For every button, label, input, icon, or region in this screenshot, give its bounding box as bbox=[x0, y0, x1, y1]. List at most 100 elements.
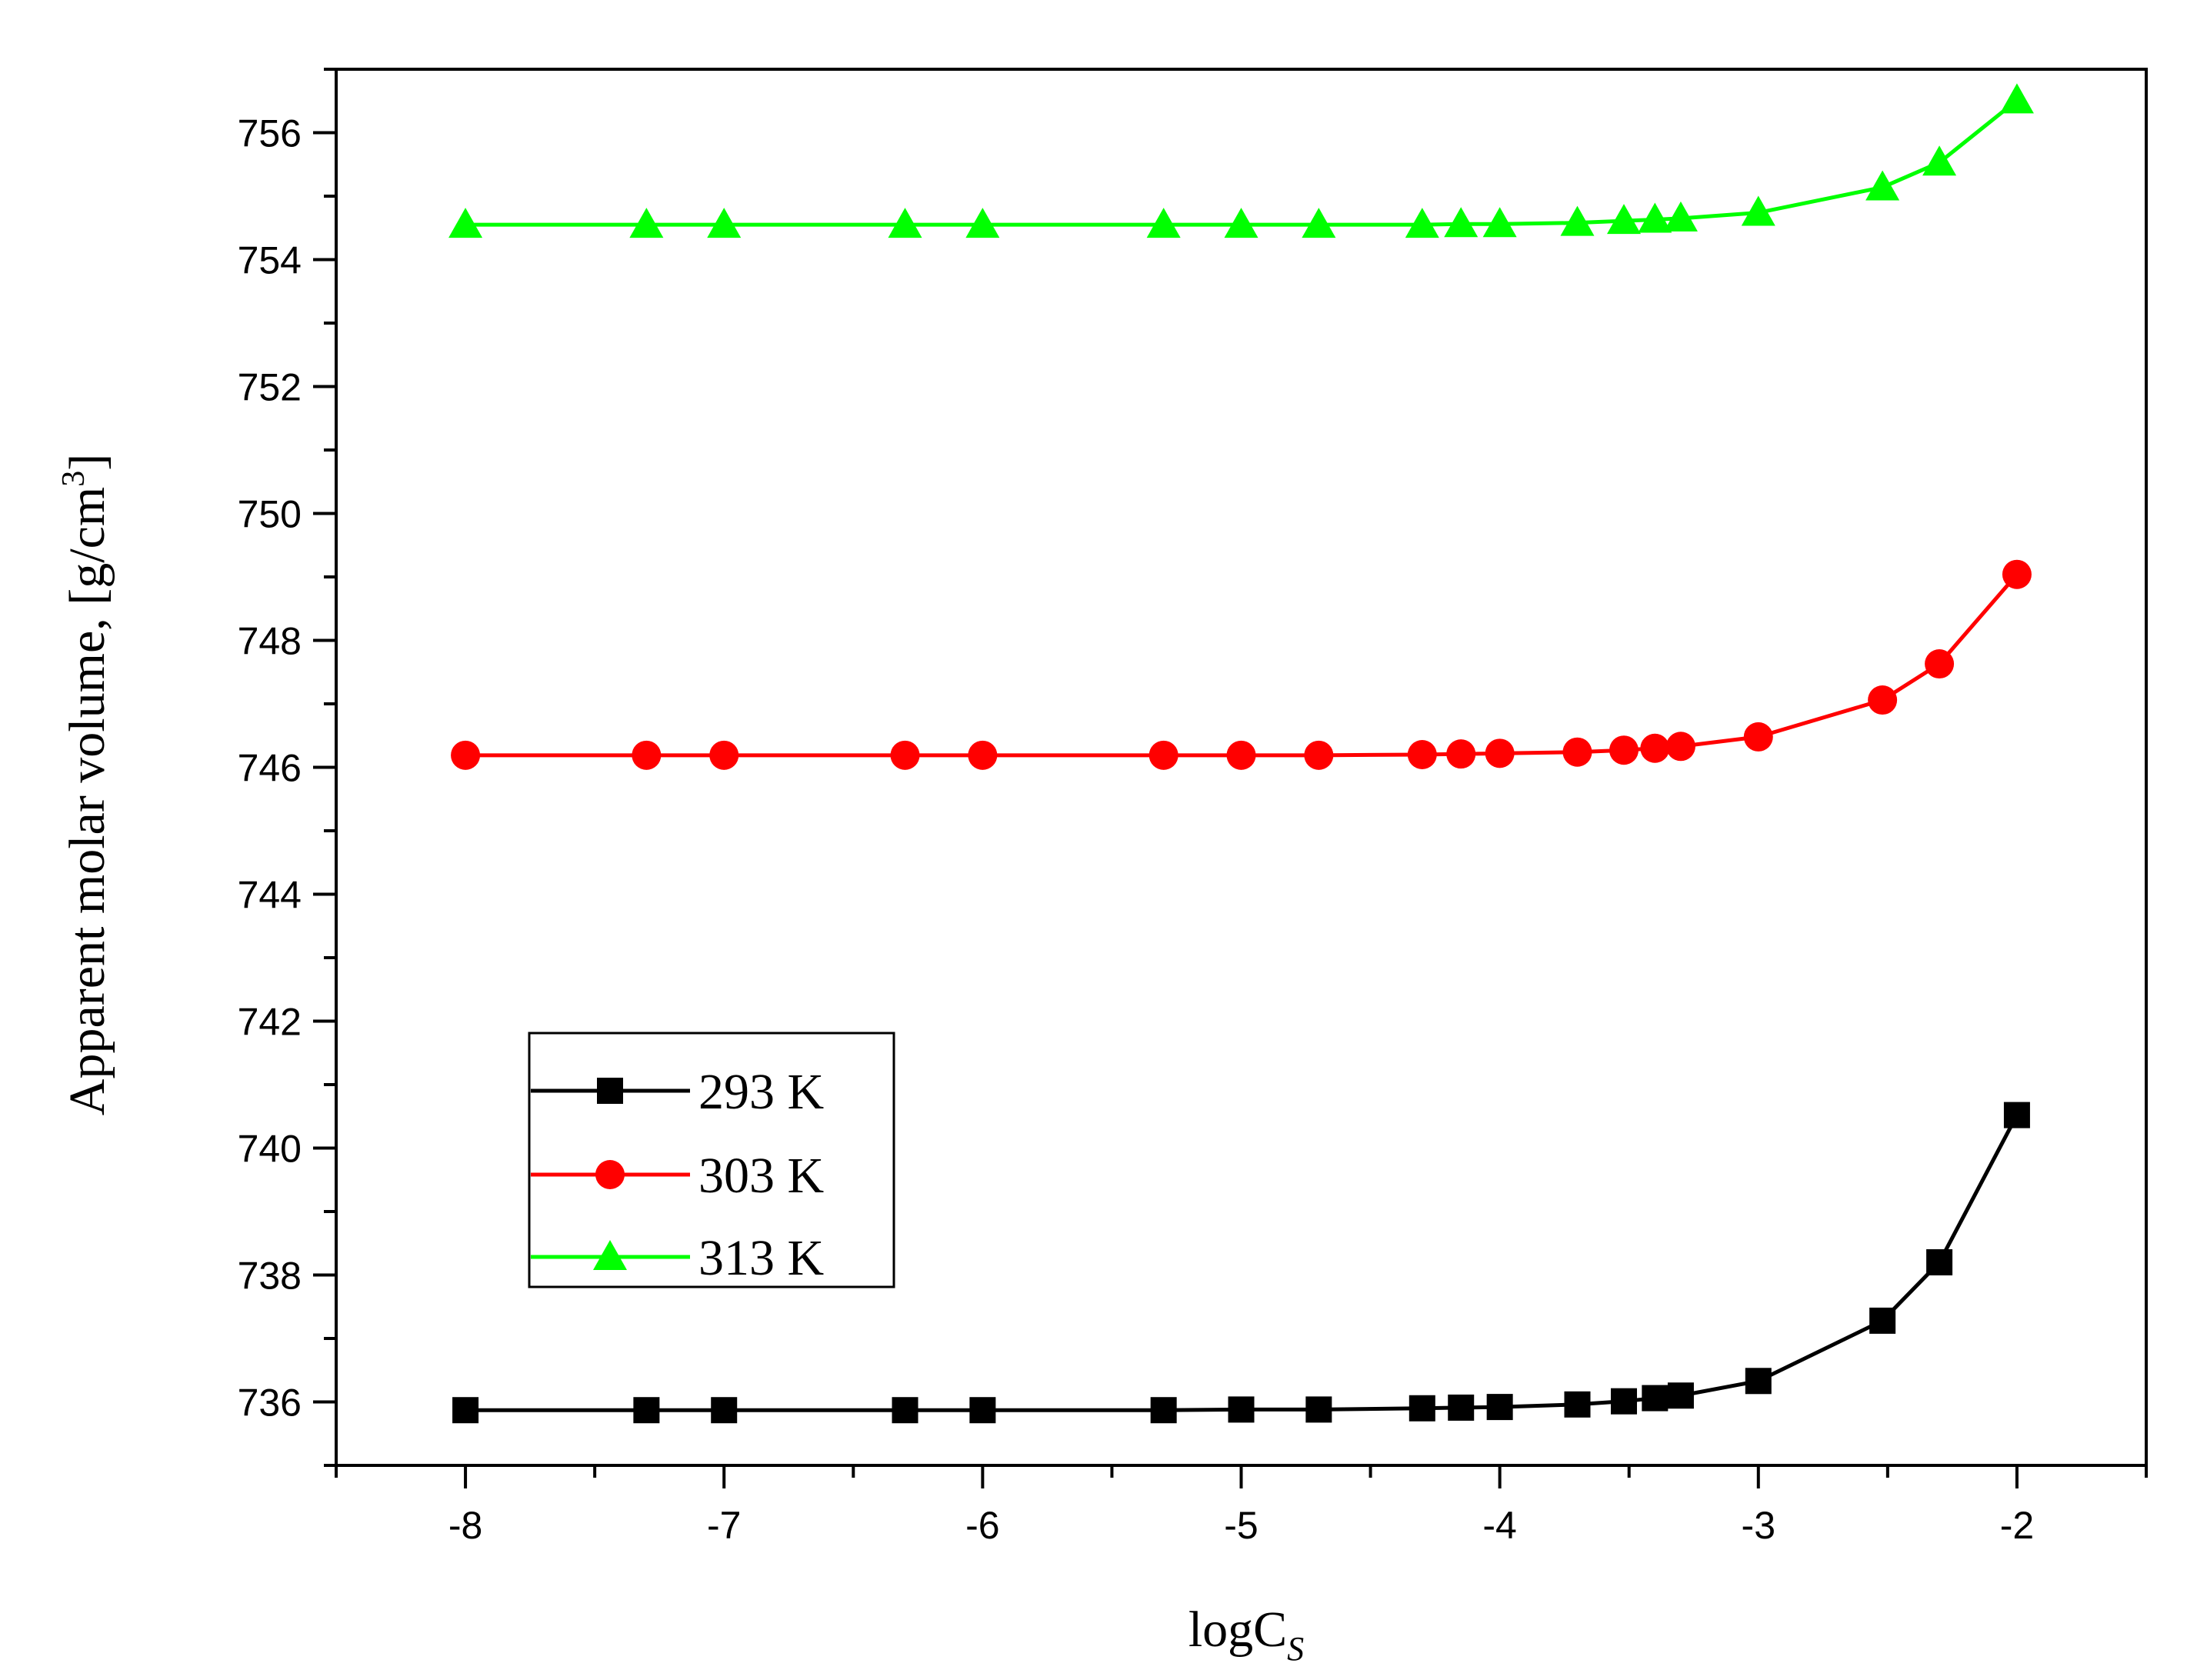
data-point bbox=[1409, 1395, 1435, 1422]
data-point bbox=[888, 208, 922, 238]
data-point bbox=[711, 1397, 738, 1424]
legend-entry: 293 K bbox=[531, 1064, 824, 1120]
data-point bbox=[1448, 1394, 1475, 1421]
y-tick-label: 738 bbox=[238, 1255, 302, 1298]
data-point bbox=[1741, 195, 1775, 226]
data-point bbox=[1610, 1388, 1637, 1415]
y-tick-label: 750 bbox=[238, 493, 302, 536]
tick-marks bbox=[313, 68, 2148, 1488]
data-point bbox=[1482, 207, 1517, 238]
legend-marker bbox=[593, 1240, 627, 1270]
y-tick-label: 756 bbox=[238, 112, 302, 155]
legend-marker bbox=[597, 1078, 623, 1104]
data-point bbox=[1226, 740, 1256, 770]
data-point bbox=[1663, 201, 1698, 232]
data-point bbox=[1446, 739, 1476, 769]
data-point bbox=[1444, 207, 1479, 238]
y-axis-title-end: ] bbox=[59, 454, 115, 471]
data-point bbox=[629, 208, 664, 238]
data-point bbox=[1869, 1307, 1896, 1334]
x-tick-label: -7 bbox=[707, 1504, 741, 1547]
legend-entries: 293 K 303 K 313 K bbox=[531, 1064, 824, 1286]
legend-label: 293 K bbox=[698, 1064, 824, 1120]
data-point bbox=[1999, 83, 2034, 114]
data-point bbox=[707, 208, 742, 238]
data-point bbox=[890, 740, 920, 770]
legend-label: 303 K bbox=[698, 1148, 824, 1204]
x-tick-label: -6 bbox=[965, 1504, 999, 1547]
x-axis-title: logCS bbox=[1189, 1602, 1304, 1668]
y-tick-label: 744 bbox=[238, 874, 302, 917]
y-tick-label: 748 bbox=[238, 620, 302, 663]
data-point bbox=[2003, 1102, 2030, 1128]
data-point bbox=[969, 1397, 996, 1424]
data-point bbox=[1865, 170, 1900, 201]
y-tick-label: 736 bbox=[238, 1382, 302, 1425]
data-point bbox=[892, 1397, 918, 1424]
data-point bbox=[451, 740, 481, 770]
data-point bbox=[1926, 1249, 1953, 1275]
data-point bbox=[632, 740, 662, 770]
data-point bbox=[1305, 1396, 1332, 1423]
data-point bbox=[1642, 1385, 1669, 1412]
series-303-k bbox=[451, 559, 2032, 770]
x-axis-title-sub: S bbox=[1287, 1630, 1304, 1668]
data-point bbox=[1150, 1397, 1177, 1424]
x-tick-label: -4 bbox=[1482, 1504, 1516, 1547]
data-point bbox=[1745, 1368, 1772, 1395]
tick-labels: -8 -7 -6 -5 -4 -3 -2 736 738 740 742 744 746 748 750 75… bbox=[238, 112, 2035, 1548]
series-293-k bbox=[452, 1102, 2030, 1424]
data-point bbox=[1638, 202, 1672, 233]
data-point bbox=[1149, 740, 1179, 770]
data-point bbox=[1667, 1382, 1694, 1409]
data-point bbox=[1564, 1391, 1591, 1418]
legend-box bbox=[528, 1032, 895, 1288]
legend-entry: 313 K bbox=[531, 1230, 824, 1286]
y-axis-title-main: Apparent molar volume, [g/cm bbox=[59, 487, 115, 1115]
y-axis-title-sup: 3 bbox=[56, 471, 92, 487]
legend: 293 K 303 K 313 K bbox=[528, 1032, 895, 1288]
x-tick-label: -2 bbox=[2000, 1504, 2034, 1547]
data-point bbox=[709, 740, 739, 770]
data-point bbox=[2002, 559, 2032, 589]
data-point bbox=[965, 208, 1000, 238]
series-313-k bbox=[448, 83, 2034, 238]
plot-area-frame bbox=[335, 68, 2148, 1467]
data-point bbox=[1606, 204, 1641, 235]
data-point bbox=[448, 208, 483, 238]
data-point bbox=[1407, 740, 1437, 769]
data-point bbox=[1640, 733, 1670, 763]
data-point bbox=[1302, 208, 1336, 238]
legend-marker bbox=[595, 1160, 625, 1189]
data-point bbox=[1609, 735, 1639, 765]
data-point bbox=[1146, 208, 1181, 238]
data-point bbox=[1485, 738, 1515, 768]
x-tick-label: -5 bbox=[1224, 1504, 1258, 1547]
data-point bbox=[1486, 1394, 1513, 1421]
x-tick-label: -8 bbox=[448, 1504, 482, 1547]
y-tick-label: 742 bbox=[238, 1001, 302, 1044]
data-point bbox=[1562, 737, 1592, 767]
data-point bbox=[1228, 1396, 1255, 1423]
data-point bbox=[1665, 732, 1695, 762]
data-point bbox=[1743, 722, 1773, 752]
data-point bbox=[1560, 205, 1595, 236]
x-axis-title-main: logC bbox=[1189, 1602, 1287, 1658]
series-layer bbox=[448, 83, 2034, 1424]
data-point bbox=[968, 740, 998, 770]
y-tick-label: 740 bbox=[238, 1128, 302, 1171]
data-point bbox=[452, 1397, 479, 1424]
data-point bbox=[1405, 208, 1439, 238]
y-axis-title: Apparent molar volume, [g/cm3] bbox=[56, 454, 115, 1115]
x-tick-label: -3 bbox=[1742, 1504, 1775, 1547]
y-tick-label: 746 bbox=[238, 747, 302, 790]
y-tick-label: 752 bbox=[238, 366, 302, 409]
legend-entry: 303 K bbox=[531, 1148, 824, 1204]
data-point bbox=[633, 1397, 660, 1424]
legend-label: 313 K bbox=[698, 1230, 824, 1286]
data-point bbox=[1925, 649, 1955, 679]
data-point bbox=[1304, 740, 1334, 770]
data-point bbox=[1224, 208, 1259, 238]
